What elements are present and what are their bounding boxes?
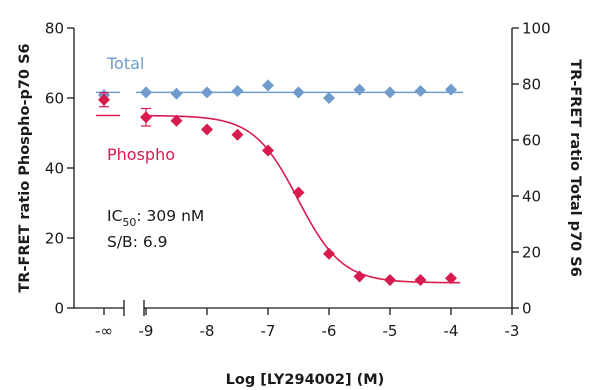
y-axis-right-title: TR-FRET ratio Total p70 S6 — [567, 59, 583, 277]
y-left-tick-label: 40 — [45, 160, 64, 178]
x-tick-label: -7 — [261, 322, 276, 340]
y-right-tick-label: 40 — [522, 188, 541, 206]
y-right-tick-label: 20 — [522, 244, 541, 262]
phospho-point — [384, 274, 396, 286]
fit-curves — [96, 91, 463, 284]
total-point — [292, 86, 305, 99]
total-point — [414, 85, 427, 97]
phospho-point — [323, 247, 335, 260]
data-points — [98, 79, 457, 286]
total-point — [170, 87, 183, 100]
phospho-fit-curve — [142, 114, 461, 284]
phospho-point — [140, 111, 152, 124]
ic50-annotation: IC50: 309 nM — [107, 207, 204, 229]
phospho-point — [414, 274, 427, 286]
total-point — [140, 86, 152, 99]
total-point — [201, 86, 213, 99]
y-left-tick-label: 20 — [45, 230, 64, 248]
x-tick-label: -∞ — [95, 322, 113, 340]
total-point — [445, 83, 457, 96]
y-right-tick-label: 100 — [522, 20, 551, 38]
x-tick-label: -3 — [505, 322, 520, 340]
series-label-total: Total — [106, 54, 144, 73]
y-right-tick-label: 80 — [522, 76, 541, 94]
x-tick-label: -6 — [322, 322, 337, 340]
y-axis-left-title: TR-FRET ratio Phospho-p70 S6 — [17, 43, 33, 292]
y-left-tick-label: 80 — [45, 20, 64, 38]
phospho-point — [98, 93, 110, 106]
x-tick-label: -5 — [383, 322, 398, 340]
x-tick-label: -4 — [444, 322, 459, 340]
x-tick-label: -9 — [139, 322, 154, 340]
phospho-point — [231, 128, 244, 141]
phospho-point — [292, 186, 305, 199]
series-label-phospho: Phospho — [107, 145, 175, 164]
y-right-tick-label: 60 — [522, 132, 541, 150]
phospho-point — [445, 272, 457, 285]
phospho-point — [353, 270, 366, 283]
phospho-point — [201, 123, 213, 136]
phospho-point — [170, 114, 183, 127]
total-point — [384, 86, 396, 99]
total-point — [323, 92, 335, 104]
x-tick-label: -8 — [200, 322, 215, 340]
x-axis-title: Log [LY294002] (M) — [226, 372, 385, 388]
y-left-tick-label: 0 — [54, 300, 64, 318]
y-left-tick-label: 60 — [45, 90, 64, 108]
axes: 0 20 40 60 80 0 20 40 60 80 100 -∞ -9 -8 -7 -6 -5 -4 -3 — [45, 20, 551, 341]
total-point — [231, 85, 244, 97]
total-point — [262, 79, 274, 92]
phospho-point — [262, 144, 274, 157]
y-right-tick-label: 0 — [522, 300, 532, 318]
sb-annotation: S/B: 6.9 — [107, 233, 168, 251]
total-point — [353, 83, 366, 96]
